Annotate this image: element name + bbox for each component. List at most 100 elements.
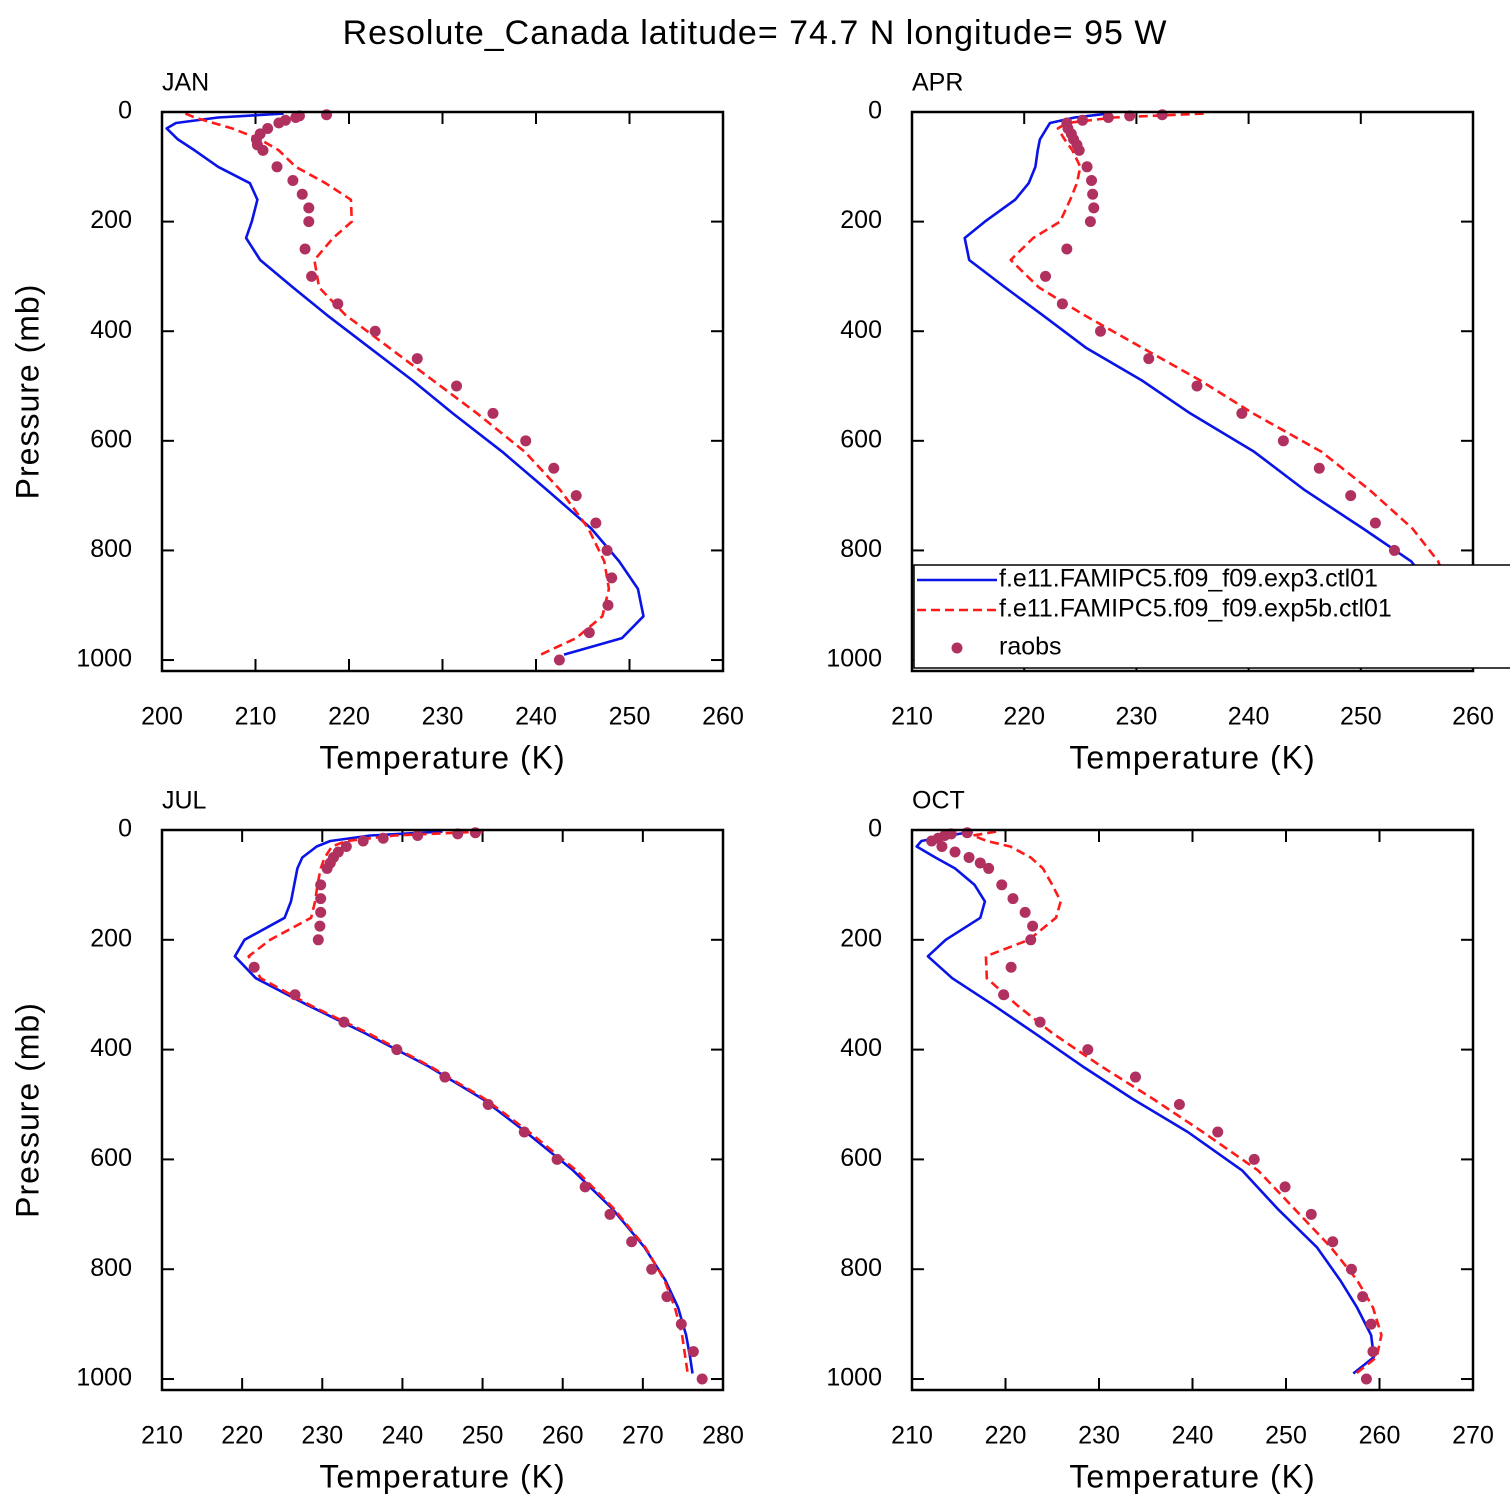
- y-tick-label: 600: [90, 425, 132, 453]
- raobs-point: [996, 879, 1008, 891]
- x-axis-label: Temperature (K): [1069, 1458, 1315, 1494]
- raobs-point: [1082, 1044, 1094, 1056]
- raobs-point: [290, 111, 302, 123]
- raobs-point: [439, 1071, 451, 1083]
- x-tick-label: 210: [235, 703, 277, 731]
- panel: JUL 210 220 230 240 250 260 270 280 0 200 400 600 800…: [9, 787, 743, 1495]
- raobs-point: [289, 989, 301, 1001]
- x-tick-label: 230: [422, 703, 464, 731]
- plot-area: [915, 827, 1383, 1385]
- panel: JAN 200 210 220 230 240 250 260 0 200 400 600 800 100…: [9, 69, 743, 776]
- raobs-point: [1173, 1099, 1185, 1111]
- raobs-point: [1143, 353, 1155, 365]
- raobs-point: [1357, 1291, 1369, 1303]
- dashed-line: [971, 830, 1383, 1375]
- x-axis-label: Temperature (K): [1069, 739, 1315, 775]
- raobs-point: [1084, 216, 1096, 228]
- raobs-point: [1360, 1373, 1372, 1385]
- y-tick-label: 200: [90, 206, 132, 234]
- x-tick-label: 270: [622, 1422, 664, 1450]
- y-axis-label: Pressure (mb): [9, 1002, 45, 1218]
- x-tick-label: 280: [702, 1422, 744, 1450]
- raobs-point: [306, 270, 318, 282]
- legend-label: f.e11.FAMIPC5.f09_f09.exp3.ctl01: [999, 565, 1378, 593]
- x-tick-label: 230: [301, 1422, 343, 1450]
- raobs-point: [411, 353, 423, 365]
- raobs-point: [315, 906, 327, 918]
- x-tick-label: 250: [462, 1422, 504, 1450]
- raobs-point: [1025, 934, 1037, 946]
- x-tick-label: 260: [702, 703, 744, 731]
- raobs-point: [487, 407, 499, 419]
- raobs-point: [570, 490, 582, 502]
- x-tick-label: 220: [328, 703, 370, 731]
- raobs-point: [1277, 435, 1289, 447]
- x-tick-label: 220: [221, 1422, 263, 1450]
- x-tick-label: 250: [609, 703, 651, 731]
- plot-area: [165, 109, 645, 666]
- raobs-point: [604, 1208, 616, 1220]
- raobs-point: [1061, 243, 1073, 255]
- solid-line: [963, 112, 1433, 656]
- raobs-point: [338, 1016, 350, 1028]
- legend-marker: [951, 642, 963, 654]
- x-tick-label: 220: [985, 1422, 1027, 1450]
- x-tick-label: 230: [1116, 703, 1158, 731]
- raobs-point: [602, 599, 614, 611]
- y-tick-label: 400: [90, 316, 132, 344]
- raobs-point: [606, 572, 618, 584]
- raobs-point: [1102, 111, 1114, 123]
- dashed-line: [1009, 112, 1450, 656]
- y-tick-label: 0: [118, 815, 132, 843]
- raobs-point: [661, 1291, 673, 1303]
- x-tick-label: 210: [891, 1422, 933, 1450]
- raobs-point: [983, 862, 995, 874]
- solid-line: [165, 112, 645, 656]
- raobs-point: [1073, 144, 1085, 156]
- x-tick-label: 240: [1228, 703, 1270, 731]
- y-tick-label: 1000: [826, 645, 882, 673]
- solid-line: [915, 830, 1376, 1375]
- raobs-point: [1365, 1318, 1377, 1330]
- raobs-point: [590, 517, 602, 529]
- legend-box: [913, 564, 1510, 669]
- raobs-point: [357, 835, 369, 847]
- raobs-point: [1345, 1263, 1357, 1275]
- raobs-point: [369, 325, 381, 337]
- raobs-point: [696, 1373, 708, 1385]
- raobs-point: [1056, 298, 1068, 310]
- figure-title: Resolute_Canada latitude= 74.7 N longitu…: [343, 14, 1168, 52]
- y-tick-label: 0: [868, 97, 882, 125]
- raobs-point: [248, 961, 260, 973]
- raobs-point: [303, 216, 315, 228]
- panel-title: JAN: [162, 69, 209, 97]
- y-axis-label: Pressure (mb): [9, 284, 45, 500]
- raobs-point: [963, 851, 975, 863]
- raobs-point: [553, 654, 565, 666]
- raobs-point: [451, 380, 463, 392]
- solid-line: [233, 830, 694, 1374]
- y-tick-label: 1000: [826, 1364, 882, 1392]
- raobs-point: [321, 862, 333, 874]
- panel-title: OCT: [912, 787, 965, 815]
- raobs-point: [626, 1236, 638, 1248]
- panel-title: JUL: [162, 787, 207, 815]
- raobs-point: [315, 879, 327, 891]
- raobs-point: [1007, 893, 1019, 905]
- raobs-point: [299, 243, 311, 255]
- raobs-point: [974, 857, 986, 869]
- raobs-point: [583, 627, 595, 639]
- raobs-point: [312, 934, 324, 946]
- raobs-point: [687, 1346, 699, 1358]
- raobs-point: [1019, 906, 1031, 918]
- x-tick-label: 270: [1452, 1422, 1494, 1450]
- raobs-point: [1345, 490, 1357, 502]
- x-tick-label: 250: [1265, 1422, 1307, 1450]
- raobs-point: [579, 1181, 591, 1193]
- raobs-point: [377, 832, 389, 844]
- raobs-point: [391, 1044, 403, 1056]
- raobs-point: [1191, 380, 1203, 392]
- raobs-point: [1327, 1236, 1339, 1248]
- raobs-point: [314, 920, 326, 932]
- y-tick-label: 800: [90, 1254, 132, 1282]
